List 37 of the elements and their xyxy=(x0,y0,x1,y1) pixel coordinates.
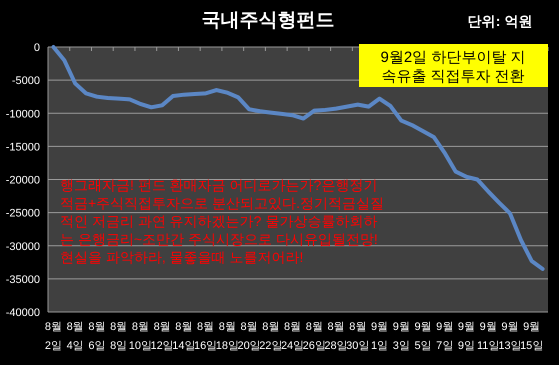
annotation: 9월2일 하단부이탈 지 속유출 직접투자 전환 xyxy=(380,49,526,85)
x-tick-label: 8월 30일 xyxy=(346,321,370,352)
x-tick-label: 9월 3일 xyxy=(392,321,410,352)
line-series xyxy=(51,45,545,271)
x-tick-label: 8월 2일 xyxy=(44,321,62,352)
x-tick-label: 8월 18일 xyxy=(216,321,239,352)
y-tick-label: -35000 xyxy=(6,274,40,286)
text: 단위: 억원 xyxy=(468,13,532,29)
x-tick-label: 8월 8일 xyxy=(110,321,128,352)
x-tick-label: 8월 4일 xyxy=(66,321,84,352)
x-tick-label: 9월 1일 xyxy=(370,321,388,352)
y-tick-label: -25000 xyxy=(6,208,40,220)
y-tick-label: -15000 xyxy=(6,141,40,154)
x-tick-label: 8월 22일 xyxy=(259,321,282,352)
x-tick-label: 9월 11일 xyxy=(477,321,500,352)
x-tick-label: 8월 14일 xyxy=(172,321,196,352)
x-tick-label: 8월 16일 xyxy=(194,321,218,352)
annotation: 행그래자금! 펀드 환매자금 어디로가는가?은행정기 적금+주식직접투자으로 분산되고있다.정기적금실질 적인 저금리 과연 유지하겠는가? 물가상승률하회하 는 은행금리~조만간 주식시장으로 다시유입될전망! 현실을 파악하라, 물좋을때 노를저어라! xyxy=(60,177,384,265)
x-tick-label: 9월 9일 xyxy=(458,321,476,352)
chart-title: 국내주식형펀드 xyxy=(202,10,334,31)
x-tick-label: 9월 5일 xyxy=(414,321,432,352)
y-tick-label: -30000 xyxy=(6,240,40,253)
x-tick-label: 8월 28일 xyxy=(324,321,348,352)
x-tick-label: 8월 10일 xyxy=(128,321,152,352)
x-tick-label: 8월 24일 xyxy=(280,321,304,352)
x-tick-label: 9월 15일 xyxy=(520,321,544,352)
x-tick-label: 8월 12일 xyxy=(150,321,174,352)
y-tick-label: -10000 xyxy=(6,108,40,120)
x-tick-label: 9월 13일 xyxy=(498,321,522,352)
x-tick-label: 8월 26일 xyxy=(302,321,326,352)
x-tick-label: 8월 6일 xyxy=(88,321,106,352)
x-tick-label: 8월 20일 xyxy=(237,321,261,352)
y-tick-label: -20000 xyxy=(6,174,40,186)
y-tick-label: -40000 xyxy=(6,307,40,319)
x-tick-label: 9월 7일 xyxy=(436,321,454,352)
y-tick-label: -5000 xyxy=(12,75,40,88)
y-tick-label: 0 xyxy=(34,42,40,54)
